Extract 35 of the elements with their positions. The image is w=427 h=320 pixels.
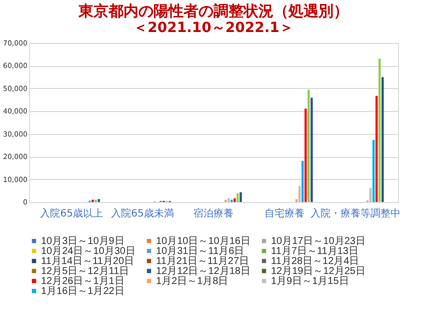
legend-label: 12月5日～12月11日 bbox=[41, 266, 130, 277]
x-tick-label: 入院・療養等調整中 bbox=[310, 208, 400, 220]
bar bbox=[240, 192, 242, 202]
legend-label: 10月17日～10月23日 bbox=[271, 236, 366, 247]
bar bbox=[236, 193, 239, 202]
legend-label: 1月9日～1月15日 bbox=[271, 276, 349, 287]
x-tick-label: 自宅療養 bbox=[264, 208, 304, 220]
bar bbox=[310, 98, 313, 202]
legend-label: 11月28日～12月4日 bbox=[271, 256, 360, 267]
bar bbox=[301, 160, 304, 202]
legend-label: 10月24日～10月30日 bbox=[41, 246, 136, 257]
legend-label: 12月12日～12月18日 bbox=[156, 266, 250, 277]
legend-label: 1月16日～1月22日 bbox=[41, 286, 124, 297]
bar bbox=[375, 96, 378, 202]
legend-label: 12月26日～1月1日 bbox=[41, 276, 124, 287]
legend-label: 10月3日～10月9日 bbox=[41, 236, 124, 247]
chart-title: 東京都内の陽性者の調整状況（処遇別） bbox=[78, 2, 348, 20]
x-tick-label: 入院65歳以上 bbox=[40, 208, 103, 220]
x-tick-label: 宿泊療養 bbox=[194, 208, 234, 220]
bar bbox=[228, 198, 230, 202]
bar bbox=[234, 198, 236, 202]
legend-label: 11月21日～11月27日 bbox=[156, 256, 250, 267]
legend-label: 11月7日～11月13日 bbox=[271, 246, 358, 257]
legend-label: 11月14日～11月20日 bbox=[41, 256, 134, 267]
legend-label: 10月10日～10月16日 bbox=[156, 236, 250, 247]
bar bbox=[382, 77, 384, 202]
legend-label: 12月19日～12月25日 bbox=[271, 266, 366, 277]
legend-label: 1月2日～1月8日 bbox=[156, 276, 228, 287]
bar bbox=[304, 108, 307, 202]
bar bbox=[308, 90, 310, 202]
bar bbox=[98, 199, 100, 202]
bar bbox=[378, 58, 381, 202]
x-tick-label: 入院65歳未満 bbox=[111, 208, 174, 220]
chart-subtitle: ＜2021.10～2022.1＞ bbox=[134, 20, 294, 36]
legend-label: 10月31日～11月6日 bbox=[156, 246, 244, 257]
